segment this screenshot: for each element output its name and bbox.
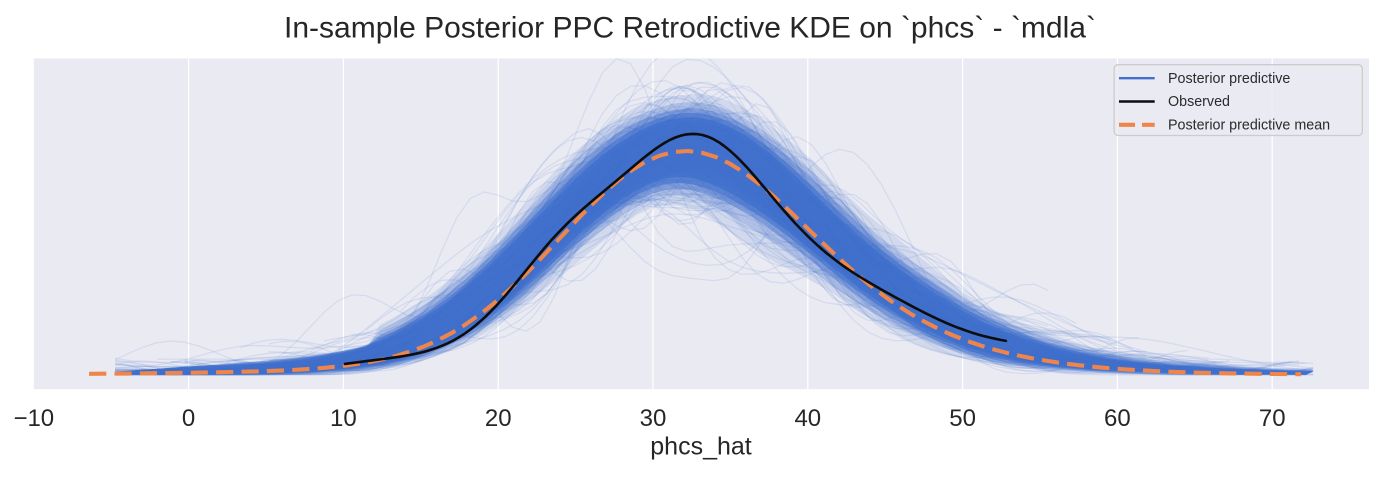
svg-text:In-sample Posterior PPC Retrod: In-sample Posterior PPC Retrodictive KDE… (284, 12, 1096, 45)
svg-text:70: 70 (1259, 405, 1286, 432)
svg-text:60: 60 (1104, 405, 1131, 432)
svg-text:50: 50 (949, 405, 976, 432)
svg-text:phcs_hat: phcs_hat (650, 432, 752, 460)
svg-text:Posterior predictive mean: Posterior predictive mean (1168, 118, 1330, 134)
svg-text:10: 10 (330, 405, 357, 432)
svg-text:0: 0 (182, 405, 195, 432)
svg-text:30: 30 (640, 405, 667, 432)
svg-text:Posterior predictive: Posterior predictive (1168, 71, 1290, 87)
svg-text:40: 40 (794, 405, 821, 432)
svg-text:−10: −10 (13, 405, 54, 432)
svg-text:20: 20 (485, 405, 512, 432)
svg-text:Observed: Observed (1168, 94, 1230, 110)
